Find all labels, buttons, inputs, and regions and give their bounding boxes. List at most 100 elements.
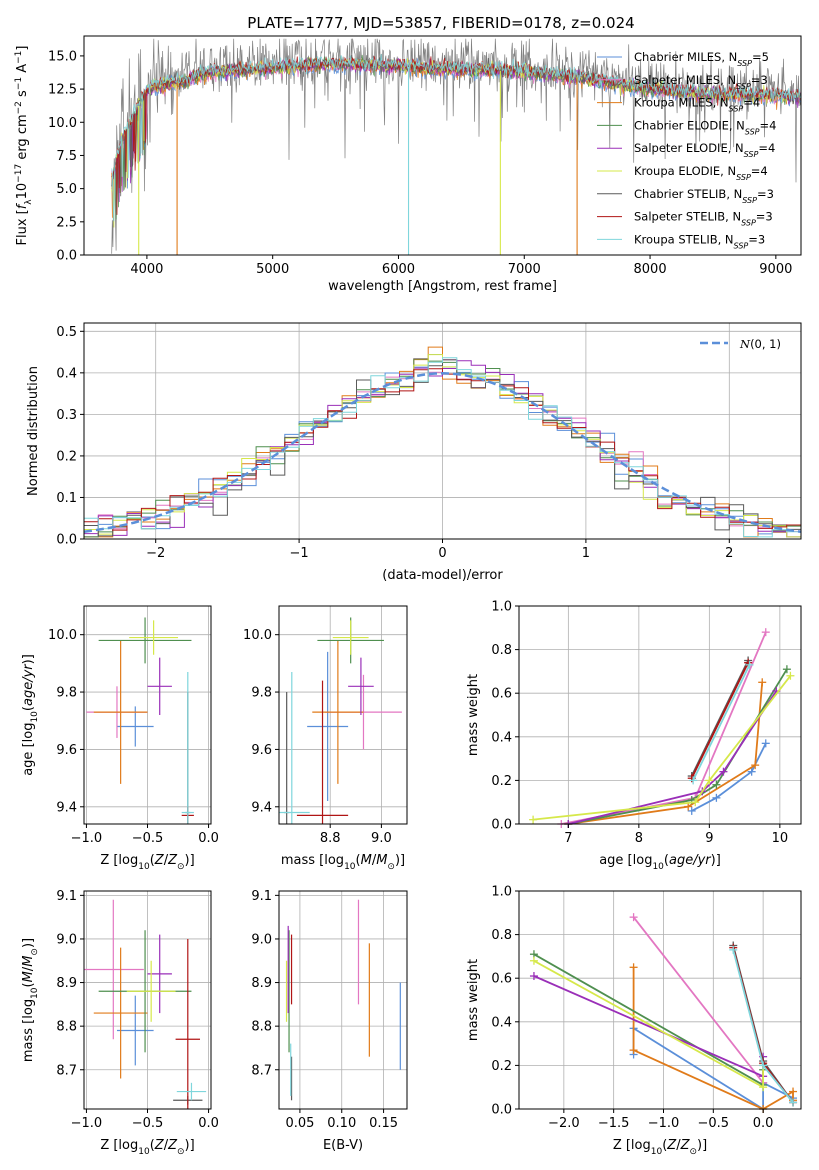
legend-label-part: SSP [744, 150, 759, 159]
legend-label-part: SSP [736, 173, 751, 182]
mass-vs-z-xlabel-part: Z [log [100, 1138, 138, 1153]
weight-vs-z-xlabel-part: / [676, 1138, 681, 1153]
spectrum-ylabel-part: λ [24, 199, 34, 205]
mass-vs-z-ytick-label: 8.7 [56, 1063, 77, 1078]
weight-vs-age-xlabel-part: age [log [599, 853, 652, 868]
mass-vs-ebv-panel: 0.05 0.10 0.15 8.7 8.8 8.9 9.0 9.1 E(B-V) [251, 889, 408, 1153]
mass-vs-z-xtick-label: −1.0 [71, 1116, 103, 1131]
age-vs-z-ylabel-part: ( [21, 706, 36, 711]
mass-vs-z-xlabel: Z [log10(Z/Z⊙)] [100, 1138, 194, 1157]
mass-vs-ebv-content [285, 899, 401, 1101]
age-vs-z-ylabel-part: age/yr [21, 663, 36, 706]
legend-label-part: SSP [734, 241, 749, 250]
legend-label-part: SSP [741, 218, 756, 227]
age-vs-z-ytick-label: 9.4 [56, 800, 77, 815]
residual-hist-xtick-label: 0 [438, 546, 446, 561]
age-vs-z-xlabel-part: / [164, 853, 169, 868]
gaussian-reference-line [83, 372, 802, 533]
mass-vs-z-ylabel-part: ⊙ [30, 948, 40, 956]
spectrum-ylabel-part: −17 [14, 164, 24, 183]
weight-vs-age-ylabel-part: mass weight [466, 674, 481, 756]
age-vs-z-xlabel-part: 10 [138, 862, 150, 872]
spectrum-ylabel-part: erg cm [15, 114, 30, 163]
mass-vs-ebv-xtick-label: 0.15 [369, 1116, 398, 1131]
spectrum-xtick-label: 9000 [759, 262, 792, 277]
spectrum-frame [83, 35, 802, 256]
mass-vs-z-ylabel-part: / [21, 966, 36, 971]
weight-vs-z-ytick-label: 0.6 [491, 972, 512, 987]
weight-vs-z-ylabel: mass weight [466, 959, 481, 1041]
residual-hist-panel: −2 −1 0 1 2 0.0 0.1 0.2 0.3 0.4 0.5 N(0, 1) (data-mo… [26, 322, 802, 583]
weight-vs-age-ylabel: mass weight [466, 674, 481, 756]
weight-vs-z-xlabel-part: Z [666, 1138, 677, 1153]
age-vs-z-ylabel: age [log10(age/yr)] [21, 654, 40, 776]
weight-vs-age-content [529, 628, 795, 828]
legend-label: Chabrier ELODIE, NSSP=4 [634, 118, 776, 136]
age-vs-mass-xlabel-part: / [372, 853, 377, 868]
spectrum-ylabel-part: ] [15, 46, 30, 51]
age-vs-mass-xtick-label: 8.8 [320, 831, 341, 846]
weight-vs-z-ytick-label: 0.8 [491, 928, 512, 943]
legend-label-part: Kroupa STELIB, N [634, 232, 734, 246]
weight-vs-z-xtick-label: 0.0 [753, 1116, 774, 1131]
mass-vs-ebv-ytick-label: 8.9 [251, 976, 272, 991]
weight-vs-z-content [529, 913, 798, 1113]
age-vs-z-xlabel-part: Z [167, 853, 178, 868]
weight-vs-z-series-line [632, 916, 764, 1084]
weight-vs-age-ytick-label: 1.0 [491, 600, 512, 615]
age-vs-z-xlabel-part: ( [150, 853, 155, 868]
age-vs-mass-xlabel-part: mass [log [281, 853, 344, 868]
mass-vs-z-xlabel-part: Z [167, 1138, 178, 1153]
spectrum-xlabel-part: wavelength [Angstrom, rest frame] [328, 279, 557, 294]
residual-hist-ytick-label: 0.1 [56, 491, 77, 506]
legend-label-part: N [739, 337, 751, 351]
weight-vs-z-xlabel-part: )] [697, 1138, 707, 1153]
weight-vs-age-series-line [691, 742, 767, 812]
residual-hist-xlabel-part: (data-model)/error [382, 568, 503, 583]
weight-vs-age-xlabel-part: ( [664, 853, 669, 868]
model-spectrum-line [111, 54, 802, 222]
weight-vs-z-ytick-label: 0.0 [491, 1103, 512, 1118]
residual-hist-ytick-label: 0.3 [56, 408, 77, 423]
figure-panels: 4000 5000 6000 7000 8000 90000.02.55.07.510.0… [14, 35, 802, 1157]
mass-vs-z-ylabel-part: ( [21, 982, 36, 987]
age-vs-z-xtick-label: −0.5 [132, 831, 164, 846]
spectrum-ytick-label: 10.0 [48, 116, 77, 131]
legend-label-part: =3 [757, 187, 774, 201]
spectrum-content [111, 38, 802, 255]
spectrum-ylabel-part: Flux [ [15, 209, 30, 245]
legend-label-part: =5 [752, 50, 769, 64]
legend-label-part: Chabrier MILES, N [634, 50, 737, 64]
age-vs-mass-ytick-label: 9.6 [251, 743, 272, 758]
weight-vs-age-ytick-label: 0.4 [491, 730, 512, 745]
mass-vs-ebv-xtick-label: 0.05 [285, 1116, 314, 1131]
age-vs-mass-ytick-label: 9.8 [251, 686, 272, 701]
legend-label-part: =3 [748, 232, 765, 246]
weight-vs-age-series-line [568, 682, 764, 825]
spectrum-ylabel-part: −2 [14, 101, 24, 114]
residual-hist-ytick-label: 0.0 [56, 533, 77, 548]
legend-label: Kroupa ELODIE, NSSP=4 [634, 164, 768, 182]
age-vs-mass-frame [278, 605, 408, 825]
mass-vs-ebv-ytick-label: 9.0 [251, 932, 272, 947]
weight-vs-age-xtick-label: 7 [564, 831, 572, 846]
spectrum-xtick-label: 4000 [130, 262, 163, 277]
spectrum-ytick-label: 7.5 [56, 149, 77, 164]
legend-label-part: =4 [743, 96, 760, 110]
mass-vs-z-panel: −1.0 −0.5 0.08.78.88.99.09.1Z [log10(Z/Z⊙)… [21, 889, 219, 1157]
weight-vs-age-xtick-label: 8 [635, 831, 643, 846]
age-vs-mass-xlabel-part: ( [356, 853, 361, 868]
residual-hist-xtick-label: −2 [146, 546, 165, 561]
residual-hist-xtick-label: −1 [290, 546, 309, 561]
mass-vs-z-ytick-label: 8.8 [56, 1020, 77, 1035]
figure-title: PLATE=1777, MJD=53857, FIBERID=0178, z=0… [247, 14, 634, 32]
legend-label: Salpeter STELIB, NSSP=3 [634, 210, 773, 228]
mass-vs-ebv-ytick-label: 9.1 [251, 889, 272, 904]
weight-vs-z-xtick-label: −1.5 [598, 1116, 630, 1131]
weight-vs-age-xlabel-part: )] [711, 853, 721, 868]
age-vs-mass-xlabel-part: 10 [344, 862, 356, 872]
age-vs-z-xtick-label: 0.0 [198, 831, 219, 846]
